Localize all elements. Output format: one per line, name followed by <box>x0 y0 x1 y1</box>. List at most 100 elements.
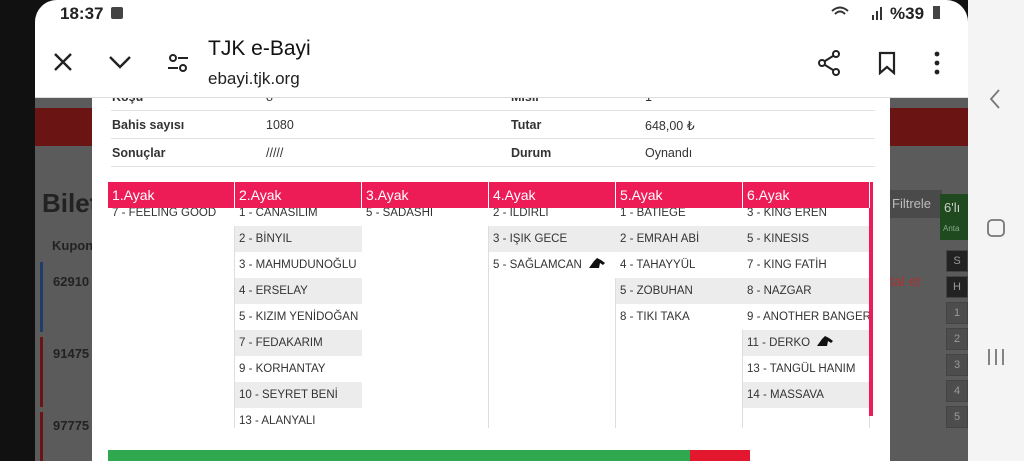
summary-label: Bahis sayısı <box>112 118 185 132</box>
side-button: H <box>946 276 968 298</box>
coupon-number: 97775 <box>53 418 90 433</box>
summary-label: Tutar <box>511 118 542 132</box>
leg-header: 1.Ayak <box>108 182 235 208</box>
horse-name: 8 - NAZGAR <box>747 285 812 297</box>
column-divider <box>615 208 616 428</box>
site-settings-button[interactable] <box>167 52 189 74</box>
summary-label: Sonuçlar <box>112 146 166 160</box>
close-button[interactable] <box>51 50 75 74</box>
column-accent <box>869 182 873 416</box>
horse-name: 13 - ALANYALI <box>239 415 316 427</box>
coupon-number: 91475 <box>53 346 90 361</box>
horse-name: 4 - TAHAYYÜL <box>620 259 696 271</box>
side-button: 1 <box>946 302 968 324</box>
horse-name: 1 - CANASILIM <box>239 207 318 219</box>
horse-cell: 11 - DERKO <box>743 330 870 356</box>
menu-button[interactable] <box>933 51 941 75</box>
horse-cell: 2 - EMRAH ABİ <box>616 226 743 252</box>
horse-name: 9 - ANOTHER BANGER <box>747 311 871 323</box>
horse-cell: 10 - SEYRET BENİ <box>235 382 362 408</box>
horse-name: 11 - DERKO <box>747 337 811 349</box>
horse-name: 8 - TIKI TAKA <box>620 311 690 323</box>
coupon-row <box>40 262 103 332</box>
column-divider <box>488 208 489 428</box>
horse-cell: 5 - KINESIS <box>743 226 870 252</box>
horse-name: 4 - ERSELAY <box>239 285 308 297</box>
horse-cell: 9 - KORHANTAY <box>235 356 362 382</box>
link: tal et <box>890 273 921 289</box>
system-navigation <box>968 0 1024 461</box>
browser-window: Bilet Kupon 62910 91475 97775 Filtrele 6'lı Ant… <box>35 0 968 461</box>
horse-name: 5 - ZOBUHAN <box>620 285 693 297</box>
horse-name: 13 - TANGÜL HANIM <box>747 363 856 375</box>
row-divider <box>111 166 875 167</box>
horse-name: 7 - KING FATİH <box>747 259 827 271</box>
share-button[interactable] <box>817 50 841 76</box>
horse-cell: 8 - TIKI TAKA <box>616 304 743 330</box>
clock: 18:37 <box>60 4 104 23</box>
battery-level: %39 <box>890 4 925 23</box>
summary-value: ///// <box>266 146 284 160</box>
horse-name: 5 - SAĞLAMCAN <box>493 259 582 271</box>
page-url[interactable]: ebayi.tjk.org <box>208 69 300 88</box>
horse-cell: 2 - BİNYIL <box>235 226 362 252</box>
heading: Bilet <box>42 188 99 218</box>
battery-icon <box>933 6 940 19</box>
horse-name: 5 - SADASHI <box>366 207 434 219</box>
phone: Bilet Kupon 62910 91475 97775 Filtrele 6'lı Ant… <box>35 0 968 461</box>
coupon-row <box>40 412 103 461</box>
side-button: 5 <box>946 406 968 428</box>
horse-cell: 7 - FEDAKARIM <box>235 330 362 356</box>
column-header: Kupon <box>52 238 94 253</box>
leg-header: 6.Ayak <box>743 182 870 208</box>
action-bar <box>108 450 690 461</box>
page-title: TJK e-Bayi <box>208 37 311 60</box>
summary-value: 1080 <box>266 118 294 132</box>
horse-name: 10 - SEYRET BENİ <box>239 389 338 401</box>
horse-name: 5 - KIZIM YENİDOĞAN <box>239 311 359 323</box>
horse-cell: 7 - KING FATİH <box>743 252 870 278</box>
side-button: 4 <box>946 380 968 402</box>
horse-cell: 14 - MASSAVA <box>743 382 870 408</box>
horse-name: 2 - BİNYIL <box>239 233 293 245</box>
summary-value: 648,00 ₺ <box>645 119 695 133</box>
leg-header: 4.Ayak <box>489 182 616 208</box>
horse-cell: 4 - TAHAYYÜL <box>616 252 743 278</box>
bookmark-button[interactable] <box>877 51 897 75</box>
signal-icons <box>831 6 882 20</box>
horse-cell: 4 - ERSELAY <box>235 278 362 304</box>
horse-cell: 5 - ZOBUHAN <box>616 278 743 304</box>
horse-name: 7 - FEELING GOOD <box>112 207 217 219</box>
leg-header: 3.Ayak <box>362 182 489 208</box>
badge-sub: Anta <box>943 224 960 233</box>
side-button: S <box>946 250 968 272</box>
coupon-row <box>40 337 103 407</box>
horse-name: 2 - EMRAH ABİ <box>620 233 700 245</box>
horse-cell: 9 - ANOTHER BANGER <box>743 304 871 330</box>
browser-toolbar: 18:37 %39 TJK e-Bayi ebayi.tjk.org <box>35 0 968 98</box>
horse-name: 3 - KING EREN <box>747 207 827 219</box>
summary-value: Oynandı <box>645 146 693 160</box>
horse-cell: 13 - ALANYALI <box>235 408 362 434</box>
notification-icon <box>111 7 123 19</box>
collapse-button[interactable] <box>108 54 132 70</box>
nav-back[interactable] <box>988 88 1002 110</box>
horse-name: 14 - MASSAVA <box>747 389 824 401</box>
summary-label: Durum <box>511 146 552 160</box>
horse-name: 1 - BATIEGE <box>620 207 686 219</box>
row-divider <box>111 110 875 111</box>
horse-cell: 3 - IŞIK GECE <box>489 226 616 252</box>
horse-cell: 5 - KIZIM YENİDOĞAN <box>235 304 362 330</box>
horse-name: 3 - MAHMUDUNOĞLU <box>239 259 357 271</box>
nav-recents[interactable] <box>986 347 1006 367</box>
filter-button: Filtrele <box>890 190 942 218</box>
horse-icon <box>817 336 834 346</box>
horse-icon <box>588 258 605 268</box>
leg-header: 5.Ayak <box>616 182 743 208</box>
action-bar-alt <box>690 450 750 461</box>
horse-name: 3 - IŞIK GECE <box>493 233 568 245</box>
coupon-number: 62910 <box>53 274 90 289</box>
row-divider <box>111 138 875 139</box>
nav-home[interactable] <box>986 218 1006 238</box>
